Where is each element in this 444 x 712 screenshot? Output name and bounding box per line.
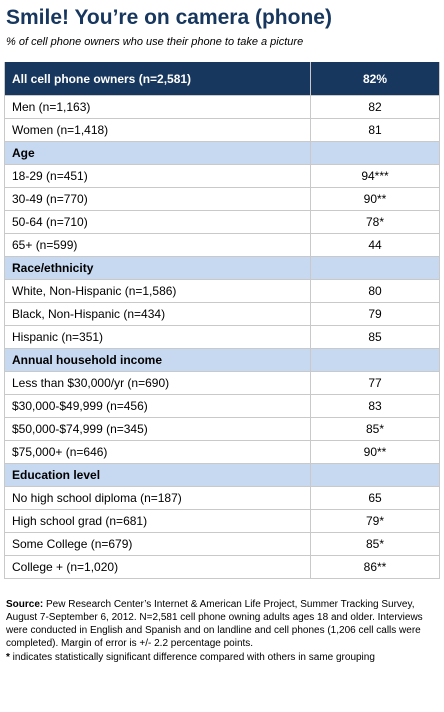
row-value: 81 bbox=[310, 118, 440, 142]
row-label: College + (n=1,020) bbox=[4, 555, 311, 579]
row-value: 80 bbox=[310, 279, 440, 303]
data-row: No high school diploma (n=187) 65 bbox=[4, 486, 440, 510]
section-heading: Education level bbox=[4, 463, 311, 487]
data-row: $75,000+ (n=646) 90** bbox=[4, 440, 440, 464]
data-row: Women (n=1,418) 81 bbox=[4, 118, 440, 142]
row-value: 79 bbox=[310, 302, 440, 326]
data-row: College + (n=1,020) 86** bbox=[4, 555, 440, 579]
header-label: All cell phone owners (n=2,581) bbox=[4, 62, 311, 96]
data-row: Black, Non-Hispanic (n=434) 79 bbox=[4, 302, 440, 326]
row-label: $30,000-$49,999 (n=456) bbox=[4, 394, 311, 418]
section-cell bbox=[310, 348, 440, 372]
section-cell bbox=[310, 463, 440, 487]
table: All cell phone owners (n=2,581) 82% Men … bbox=[4, 62, 440, 579]
footnote: * indicates statistically significant di… bbox=[6, 651, 426, 664]
row-label: $75,000+ (n=646) bbox=[4, 440, 311, 464]
title: Smile! You’re on camera (phone) bbox=[6, 6, 332, 29]
row-value: 86** bbox=[310, 555, 440, 579]
row-label: Women (n=1,418) bbox=[4, 118, 311, 142]
header-row: All cell phone owners (n=2,581) 82% bbox=[4, 62, 440, 96]
section-row: Age bbox=[4, 141, 440, 165]
row-label: 65+ (n=599) bbox=[4, 233, 311, 257]
row-label: Less than $30,000/yr (n=690) bbox=[4, 371, 311, 395]
data-row: 50-64 (n=710) 78* bbox=[4, 210, 440, 234]
data-row: 65+ (n=599) 44 bbox=[4, 233, 440, 257]
row-value: 85 bbox=[310, 325, 440, 349]
section-row: Education level bbox=[4, 463, 440, 487]
source: Source: Pew Research Center’s Internet &… bbox=[6, 598, 426, 650]
row-label: White, Non-Hispanic (n=1,586) bbox=[4, 279, 311, 303]
footnote-marker: * bbox=[6, 652, 10, 663]
notes: Source: Pew Research Center’s Internet &… bbox=[6, 598, 426, 665]
row-value: 79* bbox=[310, 509, 440, 533]
data-row: 30-49 (n=770) 90** bbox=[4, 187, 440, 211]
data-row: 18-29 (n=451) 94*** bbox=[4, 164, 440, 188]
data-row: High school grad (n=681) 79* bbox=[4, 509, 440, 533]
row-label: Hispanic (n=351) bbox=[4, 325, 311, 349]
row-label: $50,000-$74,999 (n=345) bbox=[4, 417, 311, 441]
row-value: 85* bbox=[310, 532, 440, 556]
row-value: 65 bbox=[310, 486, 440, 510]
row-value: 78* bbox=[310, 210, 440, 234]
data-row: Some College (n=679) 85* bbox=[4, 532, 440, 556]
subtitle: % of cell phone owners who use their pho… bbox=[6, 36, 304, 48]
section-cell bbox=[310, 141, 440, 165]
row-value: 85* bbox=[310, 417, 440, 441]
row-label: Some College (n=679) bbox=[4, 532, 311, 556]
source-text: Pew Research Center’s Internet & America… bbox=[6, 599, 423, 649]
source-label: Source: bbox=[6, 599, 44, 610]
row-label: 18-29 (n=451) bbox=[4, 164, 311, 188]
row-value: 44 bbox=[310, 233, 440, 257]
row-value: 90** bbox=[310, 440, 440, 464]
row-value: 77 bbox=[310, 371, 440, 395]
section-heading: Race/ethnicity bbox=[4, 256, 311, 280]
section-heading: Age bbox=[4, 141, 311, 165]
row-label: No high school diploma (n=187) bbox=[4, 486, 311, 510]
data-row: $50,000-$74,999 (n=345) 85* bbox=[4, 417, 440, 441]
row-value: 90** bbox=[310, 187, 440, 211]
data-row: Hispanic (n=351) 85 bbox=[4, 325, 440, 349]
section-heading: Annual household income bbox=[4, 348, 311, 372]
row-value: 82 bbox=[310, 95, 440, 119]
row-label: Black, Non-Hispanic (n=434) bbox=[4, 302, 311, 326]
row-label: 50-64 (n=710) bbox=[4, 210, 311, 234]
section-row: Annual household income bbox=[4, 348, 440, 372]
data-row: Less than $30,000/yr (n=690) 77 bbox=[4, 371, 440, 395]
data-row: Men (n=1,163) 82 bbox=[4, 95, 440, 119]
row-value: 94*** bbox=[310, 164, 440, 188]
data-row: White, Non-Hispanic (n=1,586) 80 bbox=[4, 279, 440, 303]
row-value: 83 bbox=[310, 394, 440, 418]
section-cell bbox=[310, 256, 440, 280]
row-label: High school grad (n=681) bbox=[4, 509, 311, 533]
row-label: 30-49 (n=770) bbox=[4, 187, 311, 211]
row-label: Men (n=1,163) bbox=[4, 95, 311, 119]
header-value: 82% bbox=[310, 62, 440, 96]
data-row: $30,000-$49,999 (n=456) 83 bbox=[4, 394, 440, 418]
section-row: Race/ethnicity bbox=[4, 256, 440, 280]
footnote-text: indicates statistically significant diff… bbox=[9, 652, 375, 663]
